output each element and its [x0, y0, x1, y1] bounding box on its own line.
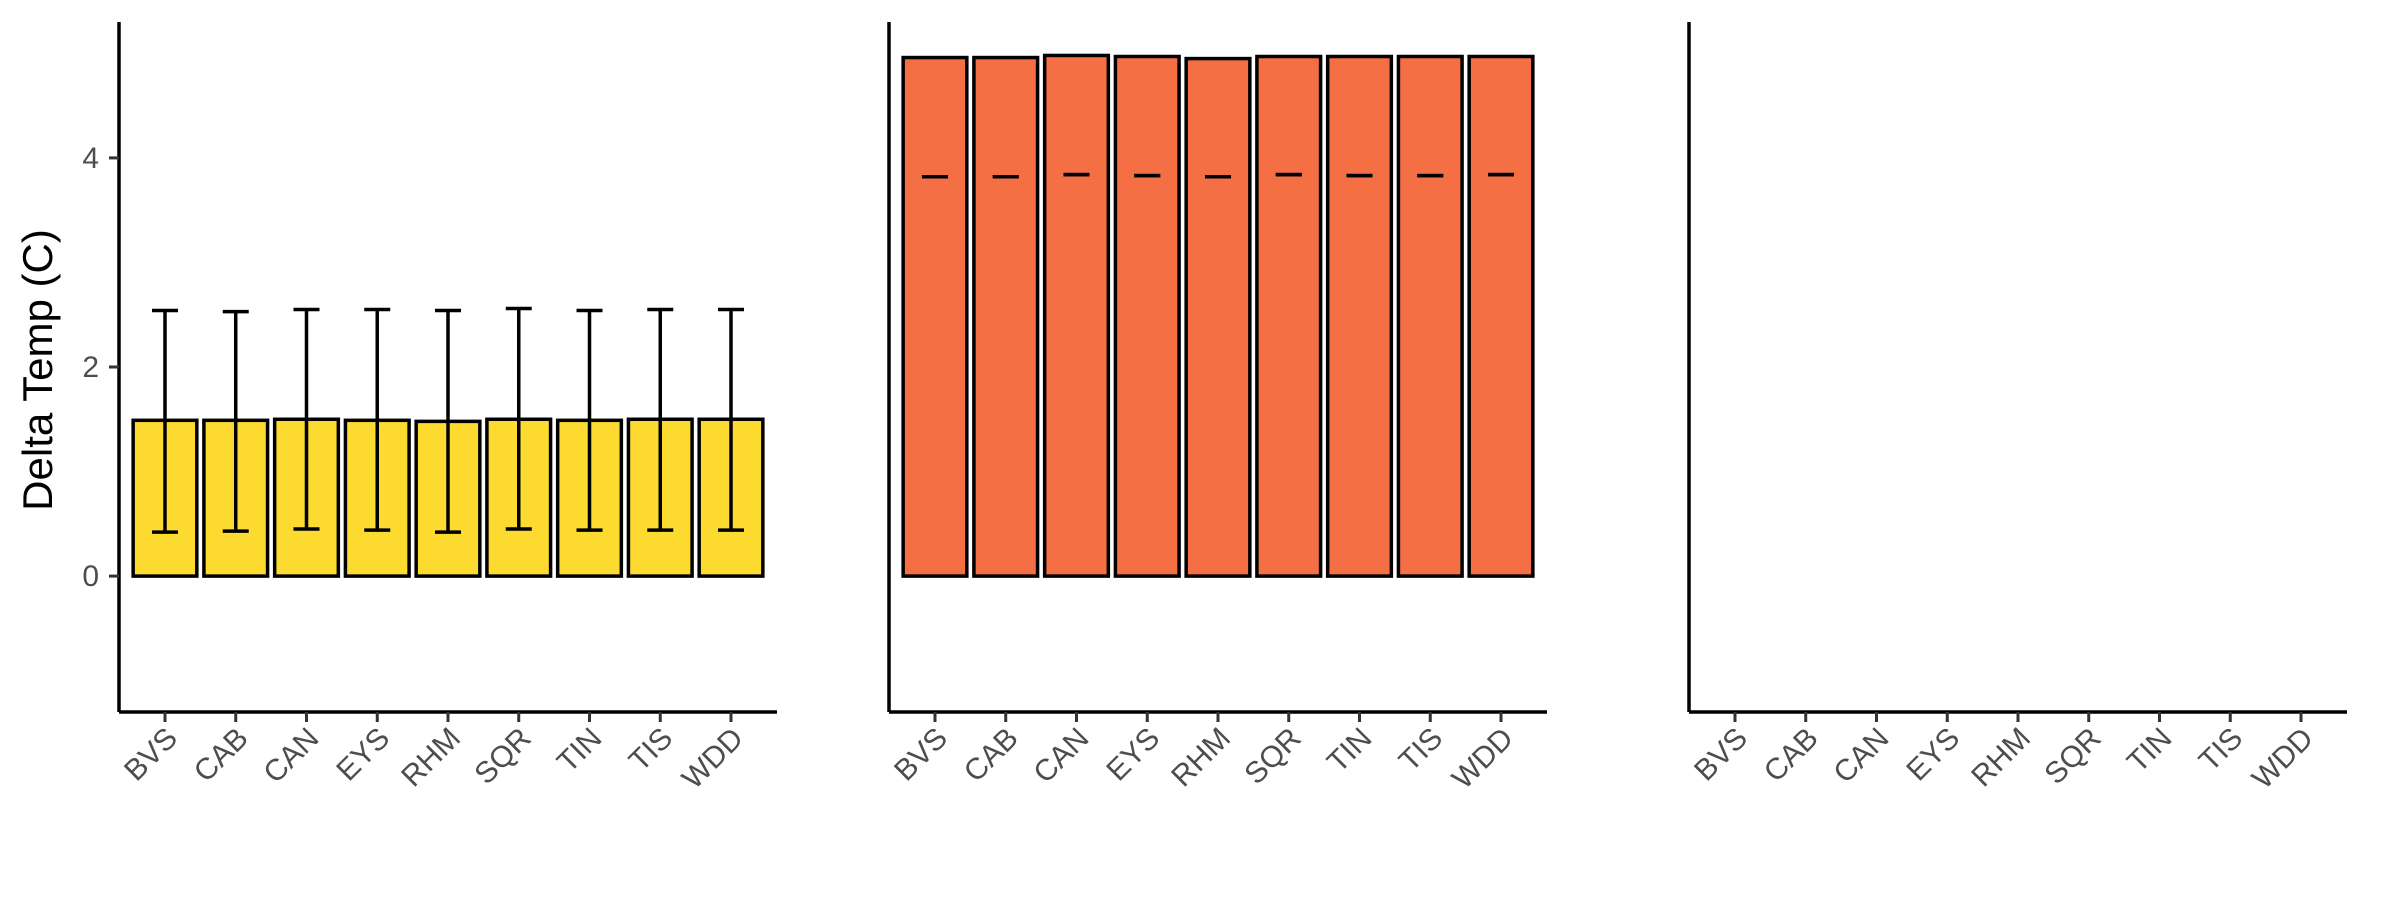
x-tick-label-rhm: RHM [1965, 722, 2037, 794]
bar-wdd [1467, 54, 1535, 578]
bar-bvs [901, 55, 969, 578]
error-bar-wdd [718, 307, 745, 532]
bar-tis [1396, 54, 1464, 578]
error-bar-bvs [151, 308, 178, 534]
x-tick-label-bvs: BVS [1688, 722, 1754, 788]
x-tick-label-tis: TIS [1393, 722, 1449, 778]
bar-cab [972, 55, 1040, 578]
x-tick-label-tin: TIN [1321, 722, 1379, 780]
x-tick-label-rhm: RHM [395, 722, 467, 794]
x-tick-label-cab: CAB [958, 722, 1025, 789]
x-tick-label-eys: EYS [1100, 722, 1166, 788]
x-tick-label-wdd: WDD [676, 722, 750, 796]
bar-can [1042, 53, 1111, 578]
x-tick-label-tis: TIS [623, 722, 679, 778]
error-bar-tin [576, 308, 603, 532]
x-tick-label-rhm: RHM [1165, 722, 1237, 794]
error-bar-cab [222, 309, 249, 533]
error-bar-can [293, 307, 320, 531]
y-tick-label-0: 0 [82, 560, 99, 593]
error-bar-tis [647, 307, 674, 532]
x-tick-label-wdd: WDD [2246, 722, 2320, 796]
x-tick-label-eys: EYS [330, 722, 396, 788]
error-bar-sqr [505, 306, 532, 531]
bar-tin [1325, 54, 1394, 578]
x-tick-label-wdd: WDD [1446, 722, 1520, 796]
x-tick-label-bvs: BVS [118, 722, 184, 788]
x-tick-label-can: CAN [1827, 722, 1895, 790]
x-tick-label-eys: EYS [1900, 722, 1966, 788]
bar-eys [1113, 54, 1181, 578]
x-tick-label-sqr: SQR [2038, 722, 2107, 791]
x-tick-label-can: CAN [1027, 722, 1095, 790]
error-bar-rhm [435, 308, 461, 534]
x-tick-label-sqr: SQR [1238, 722, 1307, 791]
x-tick-label-cab: CAB [1758, 722, 1825, 789]
bar-sqr [1255, 54, 1323, 578]
x-tick-label-can: CAN [257, 722, 325, 790]
error-bar-eys [364, 307, 391, 532]
x-tick-label-tis: TIS [2193, 722, 2249, 778]
x-tick-label-cab: CAB [188, 722, 255, 789]
x-tick-label-tin: TIN [551, 722, 609, 780]
y-tick-label-4: 4 [82, 142, 99, 175]
y-tick-label-2: 2 [82, 351, 99, 384]
x-tick-label-bvs: BVS [888, 722, 954, 788]
x-tick-label-tin: TIN [2121, 722, 2179, 780]
bar-rhm [1184, 56, 1252, 578]
x-tick-label-sqr: SQR [468, 722, 537, 791]
y-axis-title: Delta Temp (C) [14, 229, 61, 511]
